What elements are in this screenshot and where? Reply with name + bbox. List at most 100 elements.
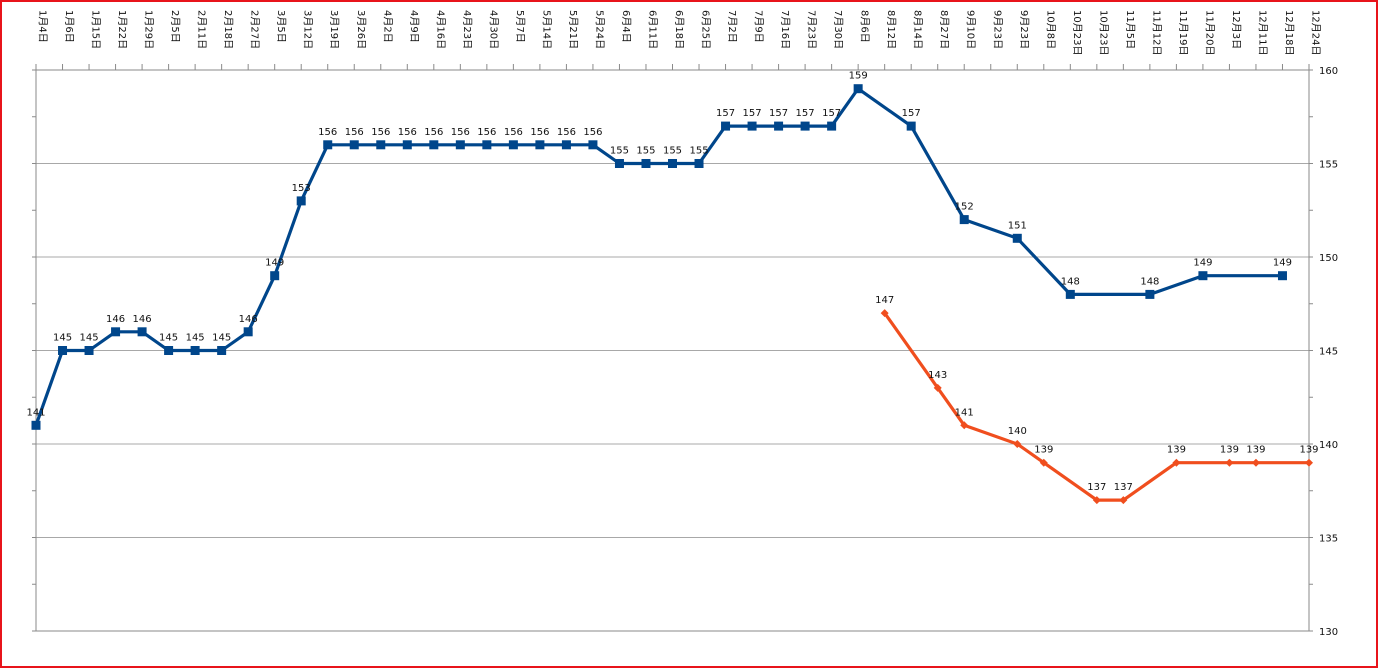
data-label: 149 xyxy=(265,258,284,269)
data-label: 157 xyxy=(796,108,815,119)
data-label: 145 xyxy=(159,333,178,344)
x-tick-label: 11月5日 xyxy=(1124,10,1136,49)
x-tick-label: 6月25日 xyxy=(700,10,712,49)
data-label: 145 xyxy=(79,333,98,344)
data-label: 157 xyxy=(743,108,762,119)
x-tick-label: 9月23日 xyxy=(991,10,1003,49)
data-point xyxy=(376,140,386,150)
data-label: 141 xyxy=(26,407,45,418)
data-label: 155 xyxy=(663,146,682,157)
x-tick-label: 3月12日 xyxy=(302,10,314,49)
data-point xyxy=(270,271,280,281)
data-label: 156 xyxy=(371,127,390,138)
x-tick-label: 10月23日 xyxy=(1071,10,1083,55)
x-tick-label: 4月16日 xyxy=(434,10,446,49)
data-point xyxy=(190,346,200,355)
x-tick-label: 12月18日 xyxy=(1283,10,1295,55)
y-tick-label: 160 xyxy=(1319,66,1338,77)
data-point xyxy=(1277,271,1287,281)
data-point xyxy=(721,121,731,131)
x-tick-label: 4月23日 xyxy=(461,10,473,49)
x-tick-label: 5月7日 xyxy=(514,10,526,43)
data-label: 156 xyxy=(424,127,443,138)
data-label: 155 xyxy=(610,146,629,157)
x-tick-label: 4月9日 xyxy=(408,10,420,43)
data-label: 156 xyxy=(557,127,576,138)
data-point xyxy=(827,121,837,131)
data-label: 146 xyxy=(133,314,152,325)
data-label: 145 xyxy=(53,333,72,344)
data-point xyxy=(84,346,94,355)
x-tick-label: 8月12日 xyxy=(885,10,897,49)
data-point xyxy=(323,140,333,150)
x-tick-label: 6月18日 xyxy=(673,10,685,49)
y-tick-label: 130 xyxy=(1319,627,1338,638)
x-tick-label: 6月4日 xyxy=(620,10,632,43)
data-point xyxy=(164,346,174,355)
data-point xyxy=(137,327,147,337)
data-point xyxy=(1198,271,1208,281)
data-point xyxy=(694,159,704,168)
data-point xyxy=(959,215,969,225)
y-tick-label: 150 xyxy=(1319,253,1338,264)
data-label: 148 xyxy=(1061,276,1080,287)
data-label: 139 xyxy=(1167,445,1186,456)
x-tick-label: 8月6日 xyxy=(859,10,871,43)
data-label: 156 xyxy=(345,127,364,138)
data-point xyxy=(614,159,624,168)
x-tick-label: 5月24日 xyxy=(593,10,605,49)
data-label: 139 xyxy=(1220,445,1239,456)
data-label: 156 xyxy=(583,127,602,138)
data-point xyxy=(1225,458,1234,467)
x-tick-label: 7月2日 xyxy=(726,10,738,43)
data-point xyxy=(31,420,41,430)
data-point xyxy=(535,140,545,150)
y-tick-label: 140 xyxy=(1319,440,1338,451)
x-tick-label: 9月10日 xyxy=(965,10,977,49)
data-label: 157 xyxy=(716,108,735,119)
data-label: 141 xyxy=(955,407,974,418)
x-tick-label: 3月5日 xyxy=(275,10,287,43)
data-label: 149 xyxy=(1193,258,1212,269)
data-label: 151 xyxy=(1008,220,1027,231)
data-label: 156 xyxy=(477,127,496,138)
data-point xyxy=(455,140,465,150)
data-label: 157 xyxy=(902,108,921,119)
data-label: 156 xyxy=(451,127,470,138)
data-point xyxy=(1092,496,1101,505)
x-tick-label: 8月14日 xyxy=(912,10,924,49)
x-tick-label: 4月30日 xyxy=(487,10,499,49)
x-tick-label: 2月11日 xyxy=(196,10,208,49)
y-tick-label: 155 xyxy=(1319,160,1338,171)
x-tick-label: 1月4日 xyxy=(37,10,49,43)
y-tick-label: 135 xyxy=(1319,534,1338,545)
data-point xyxy=(1039,458,1048,467)
data-point xyxy=(853,84,863,94)
data-point xyxy=(217,346,227,355)
x-tick-label: 12月11日 xyxy=(1256,10,1268,55)
x-tick-label: 11月20日 xyxy=(1203,10,1215,55)
x-tick-label: 5月14日 xyxy=(540,10,552,49)
x-tick-label: 7月30日 xyxy=(832,10,844,49)
data-point xyxy=(429,140,439,150)
x-tick-label: 2月5日 xyxy=(169,10,181,43)
data-label: 137 xyxy=(1087,482,1106,493)
data-point xyxy=(1251,458,1260,467)
data-point xyxy=(906,121,916,131)
x-tick-label: 11月12日 xyxy=(1150,10,1162,55)
x-tick-label: 12月24日 xyxy=(1310,10,1322,55)
data-label: 146 xyxy=(239,314,258,325)
data-point xyxy=(800,121,810,131)
data-label: 156 xyxy=(318,127,337,138)
data-label: 143 xyxy=(928,370,947,381)
data-point xyxy=(774,121,784,131)
x-tick-label: 7月9日 xyxy=(753,10,765,43)
data-label: 145 xyxy=(212,333,231,344)
data-point xyxy=(111,327,121,337)
x-tick-label: 5月21日 xyxy=(567,10,579,49)
x-tick-label: 1月29日 xyxy=(143,10,155,49)
data-point xyxy=(1305,458,1313,467)
data-point xyxy=(296,196,306,206)
